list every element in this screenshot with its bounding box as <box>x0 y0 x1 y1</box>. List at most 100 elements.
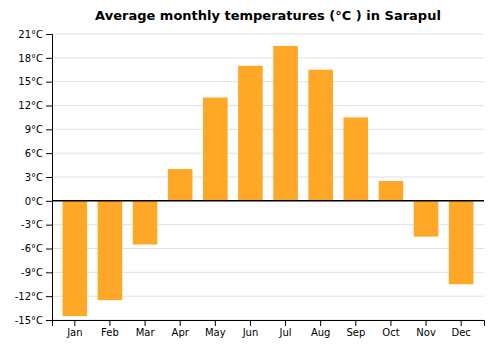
x-tick-label: Oct <box>382 327 399 338</box>
bar <box>238 66 263 201</box>
x-tick: Apr <box>172 320 190 338</box>
y-tick-mark <box>46 320 52 321</box>
y-tick: 12°C <box>18 100 52 111</box>
y-tick-label: 9°C <box>25 124 43 135</box>
x-tick-label: Feb <box>101 327 119 338</box>
bar <box>63 201 88 316</box>
bar <box>379 181 404 201</box>
x-tick-label: Mar <box>136 327 156 338</box>
x-tick-label: Jul <box>279 327 292 338</box>
x-tick-mark <box>145 320 146 326</box>
grid <box>52 34 484 320</box>
y-tick-label: 0°C <box>25 196 43 207</box>
y-tick-label: 18°C <box>18 53 43 64</box>
x-tick: Feb <box>101 320 119 338</box>
y-tick-mark <box>46 225 52 226</box>
y-axis-line <box>46 35 53 321</box>
x-tick: Jan <box>66 320 82 338</box>
y-tick-label: 15°C <box>18 76 43 87</box>
x-tick: Dec <box>451 320 470 338</box>
y-tick-mark <box>46 58 52 59</box>
x-tick: Sep <box>346 320 365 338</box>
x-tick-mark <box>250 320 251 326</box>
bars <box>52 46 484 316</box>
y-tick-label: 12°C <box>18 100 43 111</box>
y-tick-label: 21°C <box>18 29 43 40</box>
grid-line <box>52 57 484 58</box>
grid-line <box>52 153 484 154</box>
grid-line <box>52 200 484 201</box>
y-tick-label: 6°C <box>25 148 43 159</box>
y-tick: 9°C <box>25 124 52 135</box>
y-axis: -15°C -12°C -9°C -6°C -3°C 0°C 3°C 6°C 9°C 12°C 15… <box>15 29 53 326</box>
y-tick: 0°C <box>25 196 52 207</box>
bar <box>133 201 158 245</box>
bar <box>344 117 369 200</box>
y-tick-mark <box>46 82 52 83</box>
x-tick-mark <box>215 320 216 326</box>
x-tick: May <box>205 320 226 338</box>
y-tick-mark <box>46 153 52 154</box>
y-tick: -3°C <box>21 219 52 230</box>
x-tick: Nov <box>416 320 436 338</box>
y-tick-label: -3°C <box>21 219 43 230</box>
x-tick-mark <box>285 320 286 326</box>
y-tick-label: -15°C <box>15 315 43 326</box>
x-tick: Jun <box>242 320 259 338</box>
plot: -15°C -12°C -9°C -6°C -3°C 0°C 3°C 6°C 9°C 12°C 15… <box>15 29 485 338</box>
y-tick: -15°C <box>15 315 52 326</box>
x-axis-line <box>53 321 485 327</box>
y-tick-mark <box>46 34 52 35</box>
x-tick-label: Jan <box>66 327 82 338</box>
x-tick-label: Dec <box>451 327 470 338</box>
grid-line <box>52 34 484 35</box>
x-tick-label: Aug <box>311 327 331 338</box>
y-tick: -12°C <box>15 291 52 302</box>
x-tick-label: Jun <box>242 327 259 338</box>
y-tick: -6°C <box>21 243 52 254</box>
x-tick-mark <box>461 320 462 326</box>
y-tick-label: -12°C <box>15 291 43 302</box>
chart: -15°C -12°C -9°C -6°C -3°C 0°C 3°C 6°C 9°C 12°C 15… <box>0 0 500 350</box>
y-tick: 6°C <box>25 148 52 159</box>
y-tick-mark <box>46 106 52 107</box>
y-tick: 21°C <box>18 29 52 40</box>
grid-line <box>52 81 484 82</box>
y-tick: -9°C <box>21 267 52 278</box>
x-axis: Jan Feb Mar Apr May Jun Jul Aug Sep Oct Nov Dec <box>53 320 485 338</box>
baseline <box>52 200 484 202</box>
y-tick-mark <box>46 296 52 297</box>
y-tick-mark <box>46 201 52 202</box>
bar <box>414 201 439 237</box>
x-tick-label: Nov <box>416 327 436 338</box>
bar <box>98 201 123 300</box>
grid-line <box>52 105 484 106</box>
x-tick-mark <box>109 320 110 326</box>
x-tick-mark <box>74 320 75 326</box>
bar <box>168 169 193 201</box>
x-tick-label: May <box>205 327 226 338</box>
x-tick-mark <box>390 320 391 326</box>
x-tick-label: Sep <box>346 327 365 338</box>
y-tick: 15°C <box>18 76 52 87</box>
x-tick: Aug <box>311 320 331 338</box>
bar <box>449 201 474 284</box>
y-tick-mark <box>46 129 52 130</box>
y-tick-label: 3°C <box>25 172 43 183</box>
y-tick: 3°C <box>25 172 52 183</box>
x-tick-mark <box>355 320 356 326</box>
x-tick-mark <box>320 320 321 326</box>
x-tick-label: Apr <box>172 327 190 338</box>
grid-line <box>52 177 484 178</box>
bar <box>308 70 333 201</box>
y-tick-label: -6°C <box>21 243 43 254</box>
x-tick-mark <box>180 320 181 326</box>
title: Average monthly temperatures (°C ) in Sa… <box>95 8 441 23</box>
x-tick: Mar <box>136 320 156 338</box>
bar <box>273 46 298 201</box>
y-tick-mark <box>46 249 52 250</box>
y-tick-label: -9°C <box>21 267 43 278</box>
grid-line <box>52 129 484 130</box>
x-tick-mark <box>426 320 427 326</box>
x-tick: Jul <box>279 320 292 338</box>
